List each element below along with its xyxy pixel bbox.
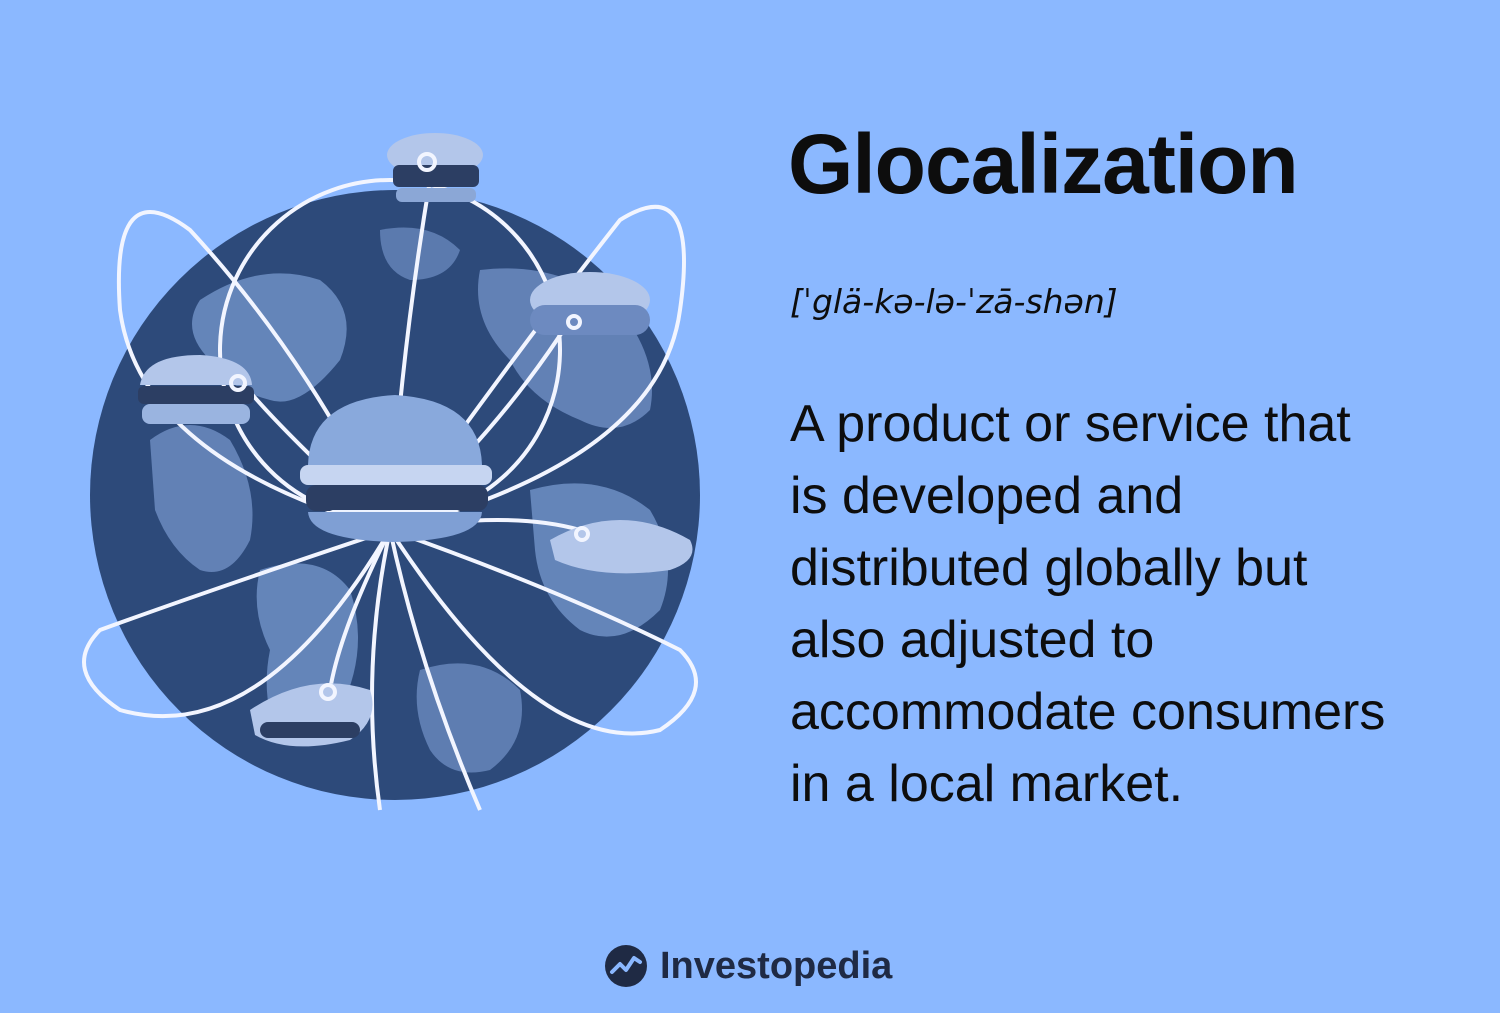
burger-icon — [138, 355, 254, 424]
brand-logo: Investopedia — [604, 944, 892, 988]
investopedia-logo-icon — [605, 945, 647, 987]
burger-icon — [387, 133, 483, 202]
burrito-icon — [550, 520, 693, 574]
hotdog-icon — [530, 272, 650, 335]
definition-line: is developed and — [790, 467, 1184, 525]
definition-text: A product or service that is developed a… — [790, 388, 1450, 820]
pronunciation: [ˈglä-kə-lə-ˈzā-shən] — [790, 282, 1118, 321]
definition-line: distributed globally but — [790, 539, 1308, 597]
brand-name: Investopedia — [660, 944, 893, 987]
pita-icon — [250, 683, 373, 747]
page-title: Glocalization — [788, 117, 1299, 211]
definition-line: also adjusted to — [790, 611, 1155, 669]
definition-line: in a local market. — [790, 755, 1184, 813]
globe-illustration — [82, 133, 700, 811]
definition-line: accommodate consumers — [790, 683, 1386, 741]
burger-icon — [300, 395, 492, 542]
definition-line: A product or service that — [790, 395, 1351, 453]
